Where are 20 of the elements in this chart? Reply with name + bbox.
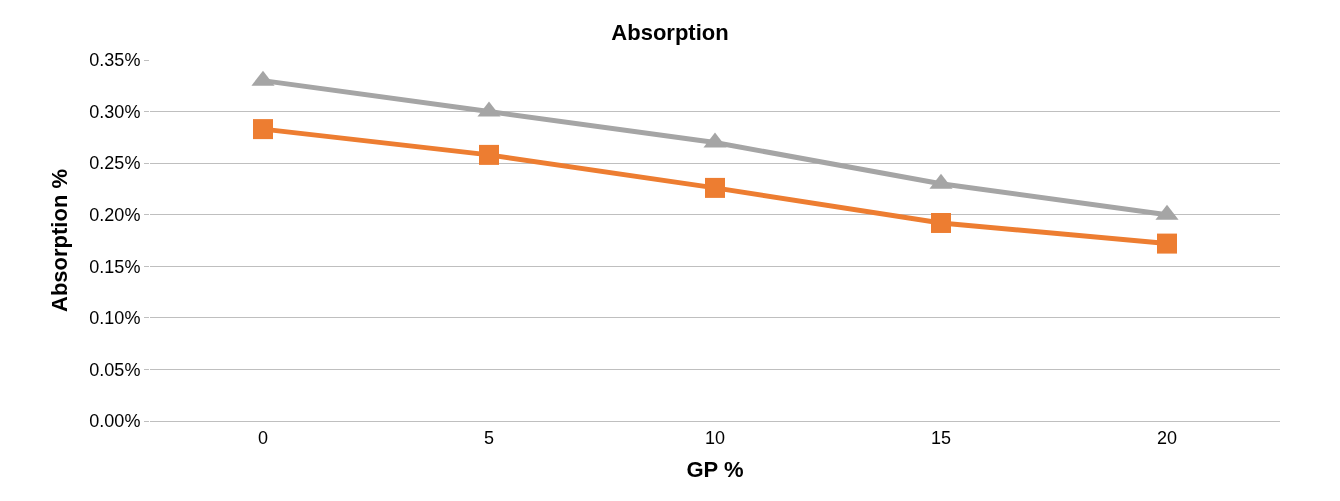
y-tick-label: 0.30% (89, 101, 141, 122)
point (1157, 233, 1177, 254)
x-tick-label: 10 (704, 427, 726, 448)
x-tick-label: 5 (483, 427, 495, 448)
x-tick-label: 15 (930, 427, 952, 448)
x-axis-title: GP % (686, 457, 744, 483)
chart-title: Absorption (611, 20, 729, 46)
point (705, 177, 725, 198)
y-axis-title: Absorption % (47, 169, 73, 312)
y-tick-label: 0.25% (89, 153, 141, 174)
y-tick-label: 0.00% (89, 411, 141, 432)
y-tick-label: 0.05% (89, 359, 141, 380)
x-tick-label: 0 (257, 427, 269, 448)
x-tick-label: 20 (1156, 427, 1178, 448)
y-tick-label: 0.20% (89, 205, 141, 226)
y-tick-label: 0.35% (89, 50, 141, 71)
point (931, 212, 951, 233)
y-tick-label: 0.15% (89, 256, 141, 277)
y-tick-label: 0.10% (89, 308, 141, 329)
point (479, 144, 499, 165)
